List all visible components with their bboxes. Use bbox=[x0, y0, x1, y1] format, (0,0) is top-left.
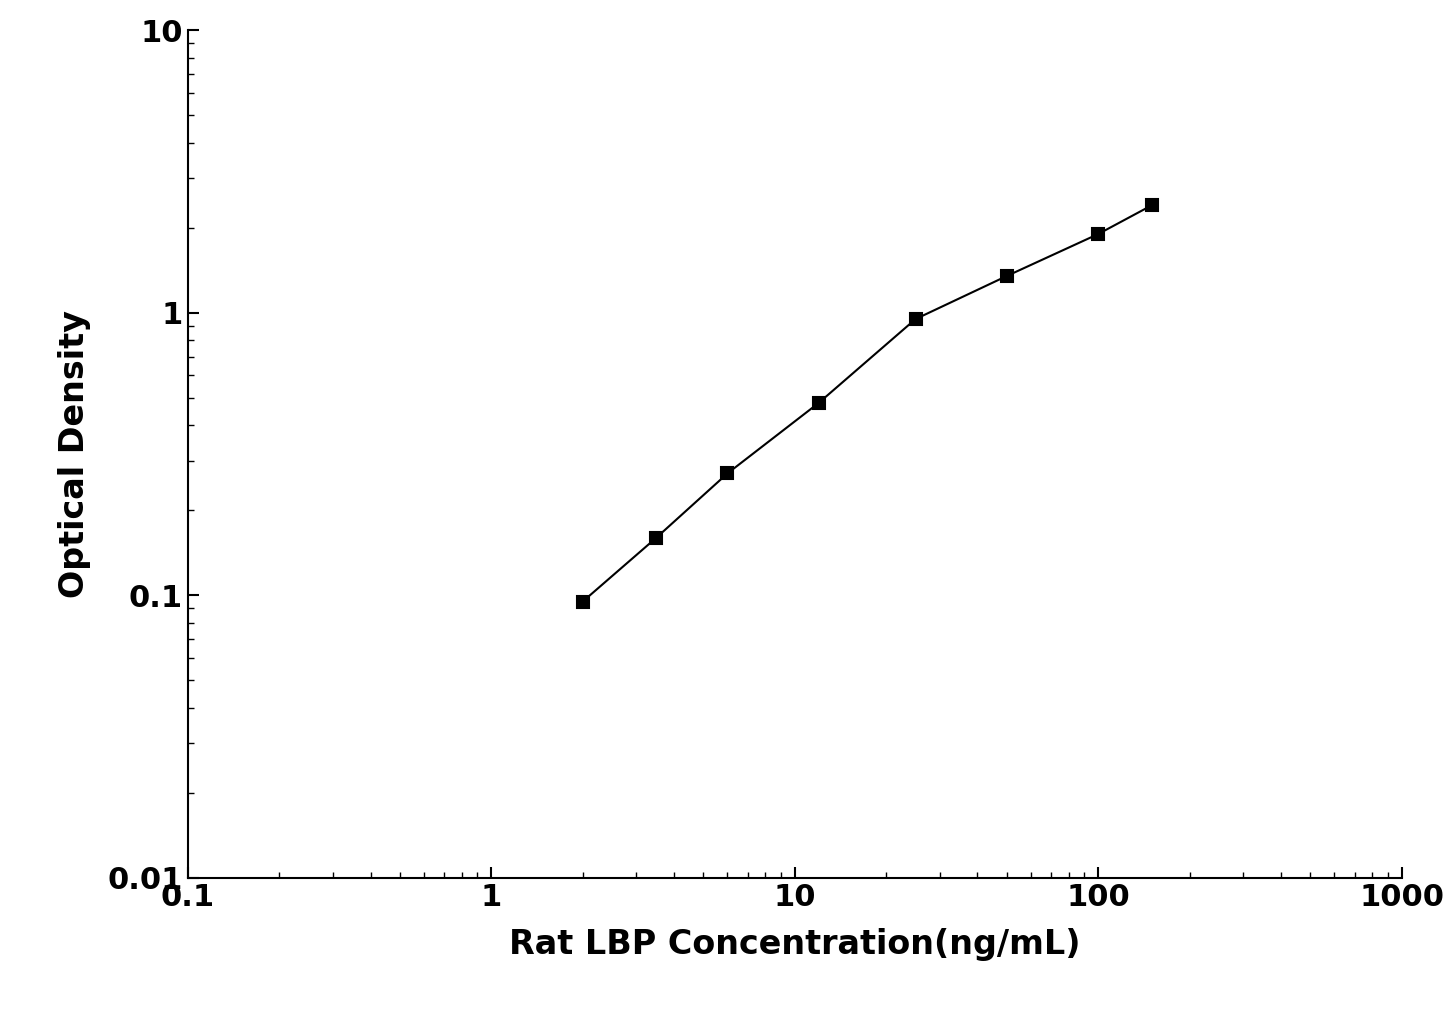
Y-axis label: Optical Density: Optical Density bbox=[58, 310, 91, 598]
X-axis label: Rat LBP Concentration(ng/mL): Rat LBP Concentration(ng/mL) bbox=[509, 928, 1081, 962]
